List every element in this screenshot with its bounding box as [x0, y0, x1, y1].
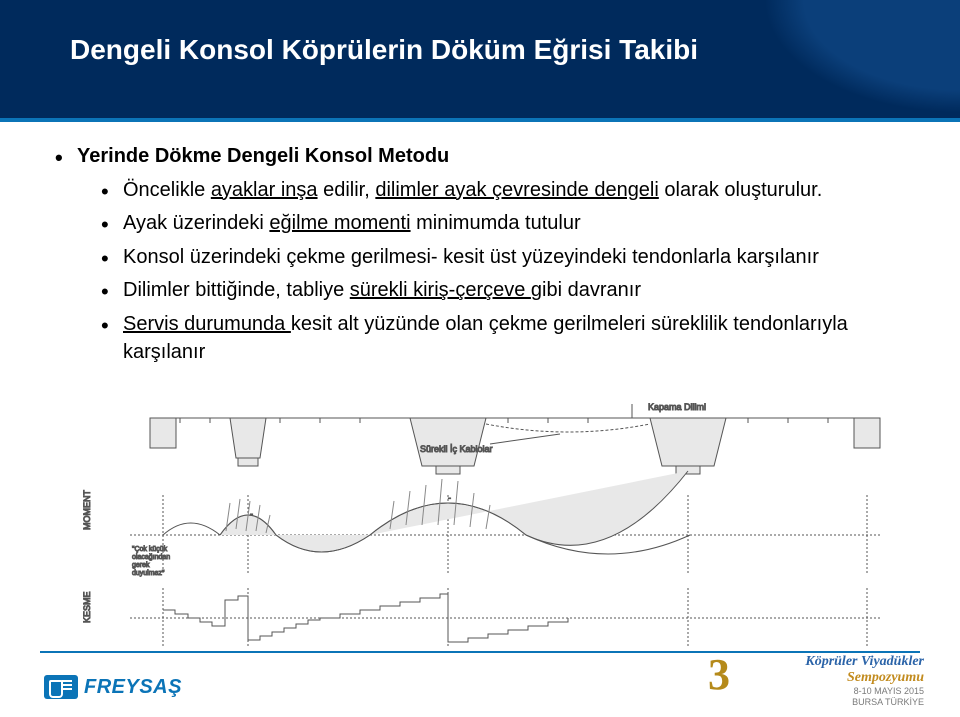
sub-bullet-1: Öncelikle ayaklar inşa edilir, dilimler …	[101, 177, 905, 205]
bridge-svg: Kapama Dilimi	[60, 400, 900, 650]
svg-text:olacağından: olacağından	[132, 554, 170, 561]
label-surekli: Sürekli İç Kablolar	[420, 444, 493, 454]
event-logo: 3 Köprüler Viyadükler Sempozyumu 8-10 MA…	[724, 654, 924, 707]
pier-3	[650, 418, 726, 474]
label-moment: MOMENT	[82, 490, 92, 530]
event-line4: BURSA TÜRKİYE	[724, 697, 924, 707]
sub-bullet-3: Konsol üzerindeki çekme gerilmesi- kesit…	[101, 244, 905, 272]
slide-title: Dengeli Konsol Köprülerin Döküm Eğrisi T…	[70, 34, 698, 66]
bridge-elevation: Kapama Dilimi	[150, 402, 880, 474]
kesme-row: KESME	[82, 588, 880, 648]
event-line1: Köprüler Viyadükler	[724, 654, 924, 670]
label-kapama: Kapama Dilimi	[648, 402, 706, 412]
svg-text:-: -	[250, 509, 253, 519]
brand-text: FREYSAŞ	[84, 676, 182, 699]
event-number: 3	[708, 650, 730, 701]
sub-bullet-2: Ayak üzerindeki eğilme momenti minimumda…	[101, 210, 905, 238]
main-bullet: Yerinde Dökme Dengeli Konsol Metodu Önce…	[55, 143, 905, 366]
brand-logo: FREYSAŞ	[44, 675, 182, 699]
header-accent-line	[0, 118, 960, 122]
pier-1	[230, 418, 266, 466]
event-line3: 8-10 MAYIS 2015	[724, 686, 924, 696]
sub-bullet-4: Dilimler bittiğinde, tabliye sürekli kir…	[101, 277, 905, 305]
svg-text:-: -	[448, 493, 451, 503]
heading-text: Yerinde Dökme Dengeli Konsol Metodu	[77, 145, 449, 167]
bridge-figure: Kapama Dilimi	[60, 400, 900, 650]
svg-text:gerek: gerek	[132, 562, 150, 569]
event-line2: Sempozyumu	[724, 670, 924, 686]
footer-line	[40, 651, 920, 653]
label-kesme: KESME	[82, 591, 92, 623]
svg-text:duyulmaz": duyulmaz"	[132, 570, 165, 577]
content-area: Yerinde Dökme Dengeli Konsol Metodu Önce…	[55, 143, 905, 372]
moment-row: MOMENT "Çok küçük olacağından gerek duyu…	[82, 471, 880, 577]
sub-bullet-5: Servis durumunda kesit alt yüzünde olan …	[101, 311, 905, 366]
slide: Dengeli Konsol Köprülerin Döküm Eğrisi T…	[0, 0, 960, 717]
header-curve	[700, 0, 960, 118]
label-cokkucuk: "Çok küçük	[132, 546, 168, 553]
brand-mark-icon	[44, 675, 78, 699]
